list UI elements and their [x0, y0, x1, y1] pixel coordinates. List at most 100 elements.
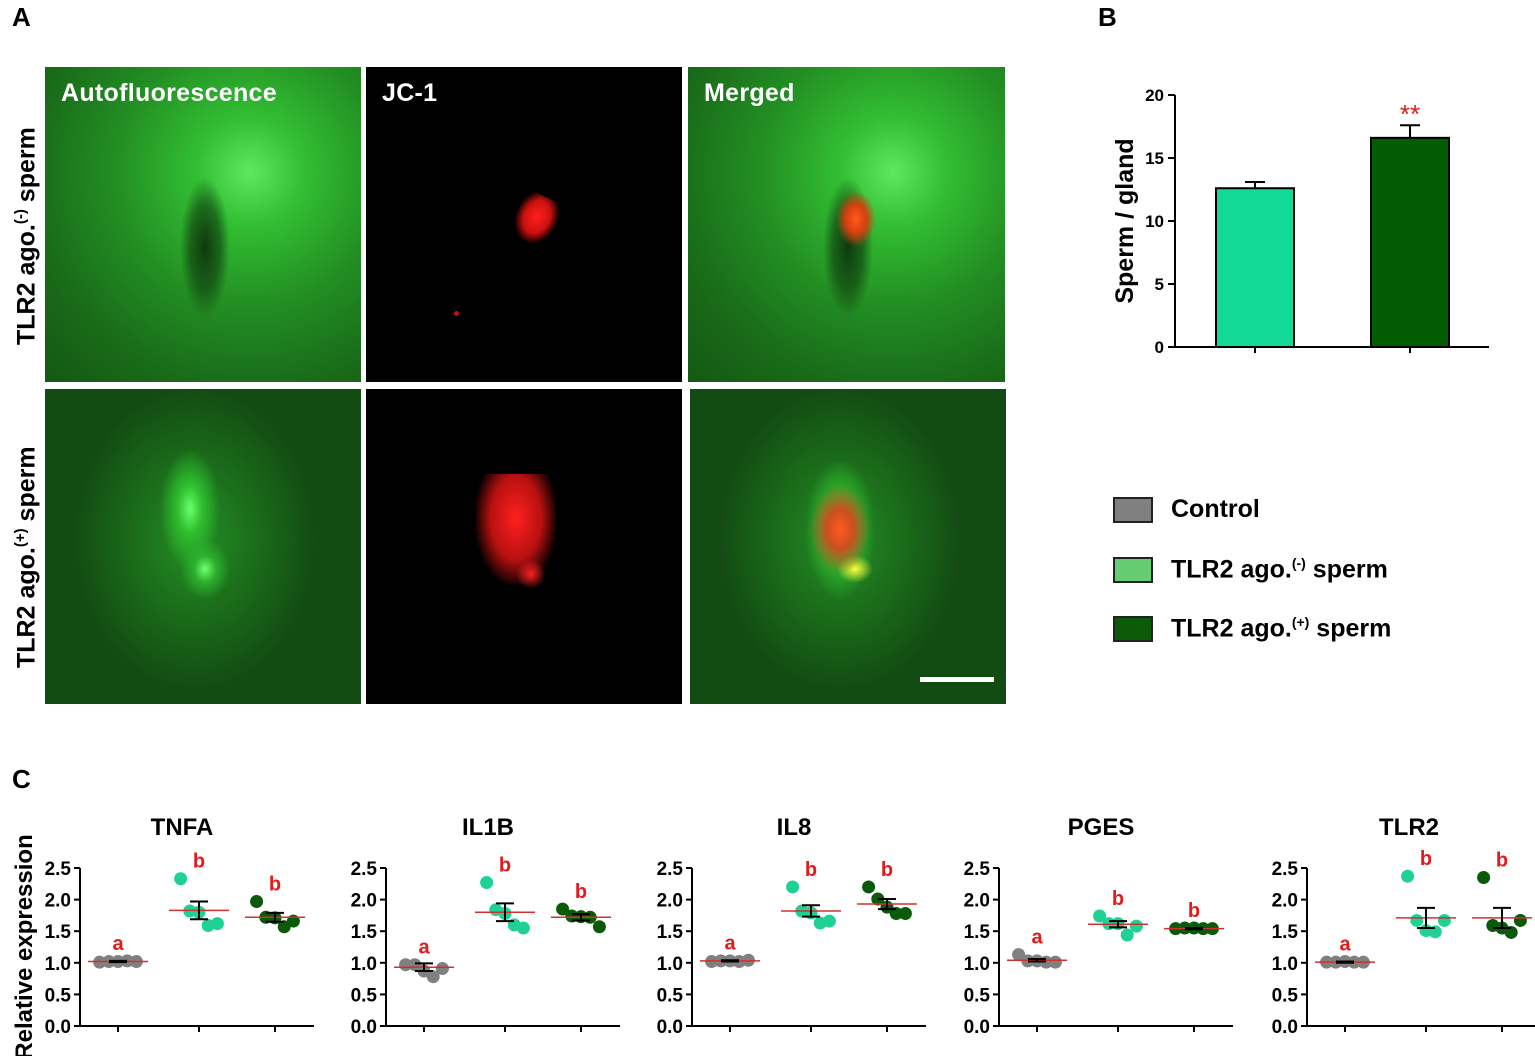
data-point: [250, 894, 264, 908]
micrograph-neg-autofluorescence: Autofluorescence: [45, 67, 361, 382]
data-point: [1093, 909, 1107, 923]
micrograph-neg-jc1: JC-1: [366, 67, 682, 382]
row-label-neg: TLR2 ago.(-) sperm: [12, 127, 41, 345]
panel-letter-b: B: [1098, 2, 1117, 32]
y-tick-label: 15: [1145, 149, 1164, 168]
data-point: [516, 921, 530, 935]
y-tick-label: 1.5: [351, 922, 378, 943]
group-letter: a: [418, 937, 430, 959]
legend-item-pos: TLR2 ago.(+) sperm: [1113, 614, 1391, 643]
y-tick-label: 0.0: [657, 1017, 683, 1038]
y-tick-label: 2.5: [964, 859, 991, 880]
y-tick-label: 1.0: [45, 954, 71, 975]
y-tick-label: 5: [1155, 275, 1164, 294]
y-tick-label: 1.0: [351, 954, 377, 975]
group-letter: b: [1112, 888, 1124, 910]
data-point: [210, 917, 224, 931]
y-tick-label: 1.0: [1272, 954, 1298, 975]
jc1-signal-dot: [454, 311, 459, 316]
y-tick-label: 2.0: [657, 891, 683, 912]
data-point: [1410, 913, 1424, 927]
legend-item-neg: TLR2 ago.(-) sperm: [1113, 555, 1388, 584]
y-tick-label: 2.0: [964, 891, 990, 912]
y-tick-label: 2.0: [351, 891, 377, 912]
data-point: [556, 902, 570, 916]
data-point: [1477, 870, 1491, 884]
group-letter: b: [193, 851, 205, 873]
bar-chart-sperm-per-gland: 0 5 10 15 20 Sperm / gland **: [1111, 86, 1489, 357]
y-tick-label: 0: [1155, 338, 1164, 357]
data-point: [786, 880, 800, 894]
legend-swatch-control: [1113, 496, 1153, 523]
jc1-signal-tail: [516, 559, 546, 589]
group-letter: b: [499, 855, 511, 877]
data-point: [1504, 925, 1518, 939]
significance-label: **: [1400, 99, 1420, 129]
data-point: [862, 880, 876, 894]
y-tick-label: 0.0: [45, 1017, 71, 1038]
y-tick-label: 0.5: [351, 985, 378, 1006]
group-letter: b: [881, 859, 893, 881]
data-point: [592, 920, 606, 934]
group-letter: a: [1031, 927, 1043, 949]
data-point: [889, 907, 903, 921]
subplot-il8: IL8 0.0 0.5 1.0 1.5 2.0 2.5 a b b: [657, 814, 926, 1038]
row-label-pos: TLR2 ago.(+) sperm: [12, 446, 41, 668]
panel-letter-c: C: [12, 764, 31, 794]
y-axis-label: Sperm / gland: [1111, 138, 1139, 303]
bar: [1370, 136, 1450, 348]
y-tick-label: 2.5: [657, 859, 684, 880]
caption-jc1: JC-1: [382, 79, 438, 107]
y-tick-label: 0.5: [964, 985, 991, 1006]
panel-letter-a: A: [12, 2, 31, 32]
data-point: [1012, 948, 1026, 962]
data-point: [1048, 955, 1062, 969]
subplot-il1b: IL1B 0.0 0.5 1.0 1.5 2.0 2.5 a b b: [351, 814, 620, 1038]
y-tick-label: 0.0: [964, 1017, 990, 1038]
data-point: [1129, 919, 1143, 933]
data-point: [871, 892, 885, 906]
group-letter: b: [1496, 849, 1508, 871]
y-tick-label: 0.0: [1272, 1017, 1298, 1038]
y-tick-label: 2.5: [1272, 859, 1299, 880]
subplot-title: IL8: [777, 814, 812, 841]
data-point: [1401, 869, 1415, 883]
bar: [1215, 187, 1295, 348]
group-letter: b: [575, 881, 587, 903]
y-tick-label: 2.5: [45, 859, 72, 880]
data-point: [1513, 913, 1527, 927]
data-point: [435, 961, 449, 975]
micrograph-pos-merged: [690, 389, 1006, 704]
subplot-pges: PGES 0.0 0.5 1.0 1.5 2.0 2.5 a b b: [964, 814, 1233, 1038]
y-tick-label: 1.5: [964, 922, 991, 943]
legend-item-control: Control: [1113, 495, 1260, 524]
group-letter: a: [724, 932, 736, 954]
group-letter: b: [1188, 900, 1200, 922]
scale-bar: [920, 677, 994, 682]
data-point: [1437, 913, 1451, 927]
legend-swatch-neg: [1113, 556, 1153, 583]
group-letter: b: [1420, 848, 1432, 870]
y-tick-label: 1.0: [657, 954, 683, 975]
subplot-title: TLR2: [1379, 814, 1439, 841]
group-letter: a: [112, 933, 124, 955]
data-point: [174, 872, 188, 886]
y-tick-label: 1.5: [657, 922, 684, 943]
micrograph-neg-merged: Merged: [688, 67, 1005, 382]
y-tick-label: 2.5: [351, 859, 378, 880]
subplot-tlr2: TLR2 0.0 0.5 1.0 1.5 2.0 2.5 a b b: [1272, 814, 1535, 1038]
group-letter: b: [805, 859, 817, 881]
y-tick-label: 10: [1145, 212, 1164, 231]
y-tick-label: 2.0: [1272, 891, 1298, 912]
y-tick-label: 20: [1145, 86, 1164, 105]
caption-autofluorescence: Autofluorescence: [61, 79, 277, 107]
subplot-title: PGES: [1068, 814, 1135, 841]
data-point: [286, 914, 300, 928]
scatter-charts-relative-expression: Relative expression TNFA 0.0 0.5 1.0 1.5 2.0 2.…: [11, 814, 1535, 1056]
data-point: [565, 909, 579, 923]
data-point: [426, 970, 440, 984]
caption-merged: Merged: [704, 79, 795, 107]
y-tick-label: 1.0: [964, 954, 990, 975]
data-point: [898, 907, 912, 921]
y-axis-label: Relative expression: [11, 834, 38, 1056]
